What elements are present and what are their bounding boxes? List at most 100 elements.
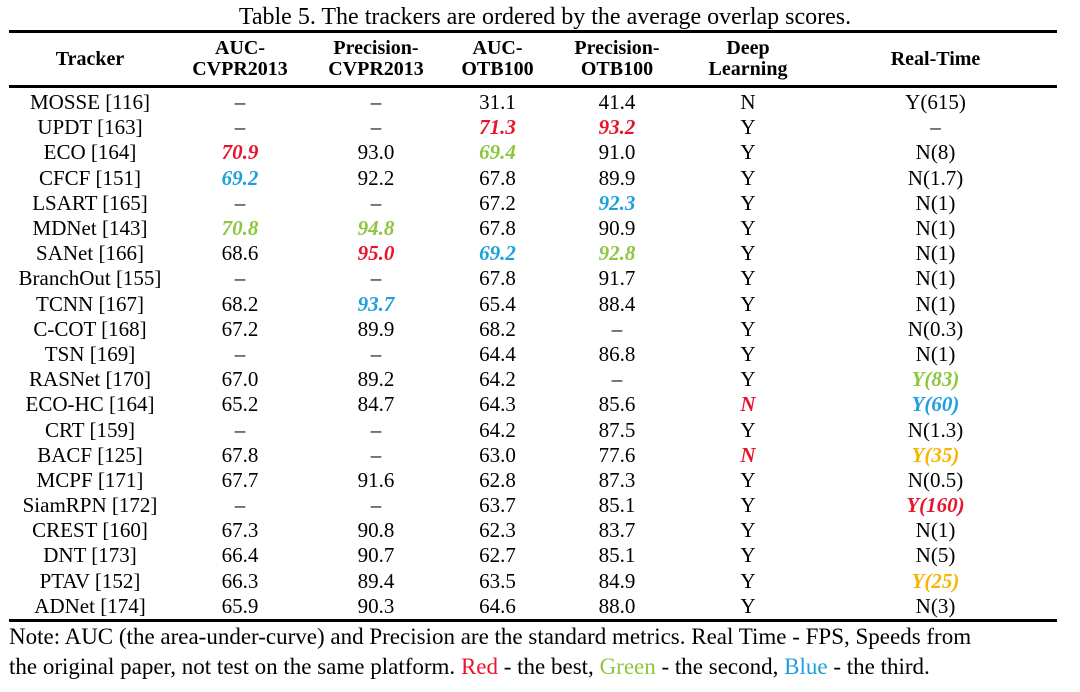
table-row: TSN [169] – – 64.4 86.8 Y N(1) — [9, 342, 1057, 367]
table-row: UPDT [163] – – 71.3 93.2 Y – — [9, 115, 1057, 140]
cell-precision-otb100: 87.5 — [598, 417, 636, 442]
column-header-line: OTB100 — [461, 58, 534, 80]
cell-precision-cvpr2013: 91.6 — [357, 467, 395, 492]
cell-deep-learning: N — [740, 90, 756, 115]
cell-auc-otb100: 64.2 — [479, 417, 516, 442]
note-red-text: - the best, — [498, 654, 600, 679]
cell-auc-cvpr2013: 67.3 — [221, 518, 259, 543]
table-row: BACF [125] 67.8 – 63.0 77.6 N Y(35) — [9, 443, 1057, 468]
cell-tracker: SANet [166] — [36, 241, 144, 266]
cell-auc-otb100: 71.3 — [479, 115, 516, 140]
cell-tracker: MDNet [143] — [32, 216, 148, 241]
cell-tracker: BranchOut [155] — [18, 266, 162, 291]
cell-auc-otb100: 63.0 — [479, 442, 516, 467]
cell-precision-cvpr2013: 95.0 — [357, 241, 395, 266]
cell-deep-learning: Y — [740, 165, 756, 190]
column-header: AUC- CVPR2013 — [171, 30, 309, 88]
cell-deep-learning: Y — [740, 367, 756, 392]
cell-real-time: N(1) — [915, 341, 956, 366]
table-row: TCNN [167] 68.2 93.7 65.4 88.4 Y N(1) — [9, 292, 1057, 317]
column-header-line: Real-Time — [890, 47, 981, 70]
cell-precision-otb100: 92.8 — [598, 241, 636, 266]
note-blue-label: Blue — [784, 654, 828, 679]
cell-auc-cvpr2013: 68.2 — [221, 291, 259, 316]
cell-precision-cvpr2013: 90.3 — [309, 593, 443, 622]
table-row: ADNet [174] 65.9 90.3 64.6 88.0 Y N(3) — [9, 593, 1057, 622]
cell-tracker: C-COT [168] — [33, 316, 147, 341]
note-line-2: the original paper, not test on the same… — [9, 652, 1069, 682]
cell-precision-cvpr2013: – — [370, 341, 382, 366]
cell-tracker: PTAV [152] — [39, 568, 141, 593]
cell-deep-learning: Y — [740, 216, 756, 241]
cell-precision-cvpr2013: – — [370, 493, 382, 518]
table-row: ECO-HC [164] 65.2 84.7 64.3 85.6 N Y(60) — [9, 392, 1057, 417]
cell-auc-otb100: 67.8 — [479, 165, 516, 190]
cell-precision-otb100: 92.3 — [598, 190, 636, 215]
cell-auc-otb100: 64.6 — [443, 593, 552, 622]
note-line-2-prefix: the original paper, not test on the same… — [9, 654, 461, 679]
cell-auc-cvpr2013: – — [234, 115, 246, 140]
cell-auc-otb100: 67.8 — [479, 216, 516, 241]
cell-deep-learning: Y — [740, 190, 756, 215]
cell-deep-learning: Y — [740, 291, 756, 316]
cell-real-time: N(0.5) — [907, 467, 964, 492]
cell-deep-learning: Y — [740, 266, 756, 291]
cell-real-time: N(1) — [915, 190, 956, 215]
cell-tracker: RASNet [170] — [29, 367, 151, 392]
column-header-line: AUC- — [215, 37, 265, 59]
cell-deep-learning: Y — [740, 417, 756, 442]
cell-deep-learning: N — [740, 442, 756, 467]
cell-real-time: Y(615) — [905, 90, 966, 115]
note-red-label: Red — [460, 654, 498, 679]
cell-deep-learning: Y — [740, 115, 756, 140]
cell-real-time: N(5) — [915, 543, 956, 568]
column-header: Precision- OTB100 — [552, 30, 682, 88]
cell-tracker: MCPF [171] — [36, 467, 144, 492]
cell-auc-cvpr2013: 66.4 — [221, 543, 259, 568]
table-body: MOSSE [116] – –31.1 41.4 N Y(615) UPDT [163] – –… — [9, 87, 1057, 622]
cell-precision-cvpr2013: 89.2 — [357, 367, 395, 392]
cell-tracker: BACF [125] — [37, 442, 143, 467]
cell-precision-cvpr2013: – — [370, 266, 382, 291]
cell-precision-otb100: 41.4 — [598, 90, 636, 115]
cell-auc-cvpr2013: 65.2 — [221, 392, 259, 417]
table-row: MCPF [171] 67.7 91.6 62.8 87.3 Y N(0.5) — [9, 468, 1057, 493]
cell-real-time: Y(60) — [911, 392, 960, 417]
table-row: MOSSE [116] – – 31.1 41.4 N Y(615) — [9, 87, 1057, 116]
cell-real-time: Y(83) — [911, 367, 960, 392]
cell-auc-otb100: 64.2 — [479, 367, 516, 392]
cell-auc-cvpr2013: – — [234, 493, 246, 518]
table-row: SANet [166] 68.6 95.0 69.2 92.8 Y N(1) — [9, 241, 1057, 266]
cell-auc-cvpr2013: 66.3 — [221, 568, 259, 593]
cell-precision-cvpr2013: – — [370, 417, 382, 442]
cell-precision-cvpr2013: 92.2 — [357, 165, 395, 190]
table-row: CFCF [151] 69.2 92.2 67.8 89.9 Y N(1.7) — [9, 166, 1057, 191]
column-header-line: Precision- — [574, 37, 660, 59]
cell-auc-otb100: 68.2 — [479, 316, 516, 341]
cell-auc-otb100: 64.3 — [479, 392, 516, 417]
cell-auc-otb100: 63.5 — [479, 568, 516, 593]
cell-precision-otb100: 88.0 — [552, 593, 682, 622]
cell-auc-otb100: 67.8 — [479, 266, 516, 291]
cell-auc-otb100: 69.2 — [479, 241, 516, 266]
column-header-line: Tracker — [55, 47, 125, 70]
cell-precision-otb100: 89.9 — [598, 165, 636, 190]
table-note: Note: AUC (the area-under-curve) and Pre… — [9, 622, 1069, 682]
column-header: AUC- OTB100 — [443, 30, 552, 88]
note-blue-text: - the third. — [827, 654, 930, 679]
cell-real-time: N(3) — [814, 593, 1057, 622]
table-row: RASNet [170] 67.0 89.2 64.2 – Y Y(83) — [9, 367, 1057, 392]
cell-auc-otb100: 65.4 — [479, 291, 516, 316]
column-header-line: Precision- — [333, 37, 419, 59]
cell-precision-otb100: 90.9 — [598, 216, 636, 241]
cell-precision-cvpr2013: 90.8 — [357, 518, 395, 543]
cell-deep-learning: Y — [740, 316, 756, 341]
cell-auc-otb100: 64.4 — [479, 341, 516, 366]
cell-precision-cvpr2013: 89.9 — [357, 316, 395, 341]
cell-tracker: DNT [173] — [43, 543, 137, 568]
cell-precision-otb100: 84.9 — [598, 568, 636, 593]
cell-precision-otb100: 83.7 — [598, 518, 636, 543]
table-row: BranchOut [155] – – 67.8 91.7 Y N(1) — [9, 266, 1057, 291]
cell-tracker: ECO-HC [164] — [25, 392, 155, 417]
cell-auc-cvpr2013: 67.8 — [221, 442, 259, 467]
